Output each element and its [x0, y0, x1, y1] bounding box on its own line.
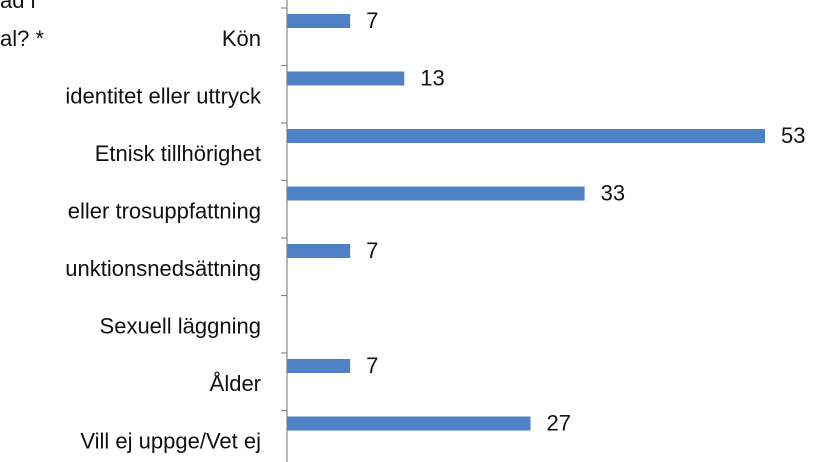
y-tick-label: Sexuell läggning [100, 313, 261, 338]
chart-title: ad i [0, 0, 35, 13]
data-label: 7 [366, 353, 378, 378]
data-label: 27 [547, 410, 571, 435]
data-label: 7 [366, 8, 378, 33]
y-tick-label: unktionsnedsättning [65, 256, 261, 281]
data-label: 7 [366, 238, 378, 263]
y-tick-label: Kön [222, 26, 261, 51]
y-tick-label: Ålder [210, 371, 261, 396]
bar [287, 244, 351, 258]
data-label: 33 [601, 180, 625, 205]
y-tick-label: Etnisk tillhörighet [95, 141, 261, 166]
bar [287, 71, 405, 86]
chart-title: al? * [0, 26, 44, 51]
y-tick-label: eller trosuppfattning [68, 198, 261, 223]
bar [287, 129, 765, 143]
data-label: 13 [420, 65, 444, 90]
y-tick-label: identitet eller uttryck [65, 83, 262, 108]
y-tick-label: Vill ej uppge/Vet ej [80, 428, 261, 453]
data-label: 53 [781, 123, 805, 148]
bar [287, 186, 585, 201]
bar [287, 416, 531, 431]
bar [287, 359, 351, 373]
bar [287, 14, 351, 28]
